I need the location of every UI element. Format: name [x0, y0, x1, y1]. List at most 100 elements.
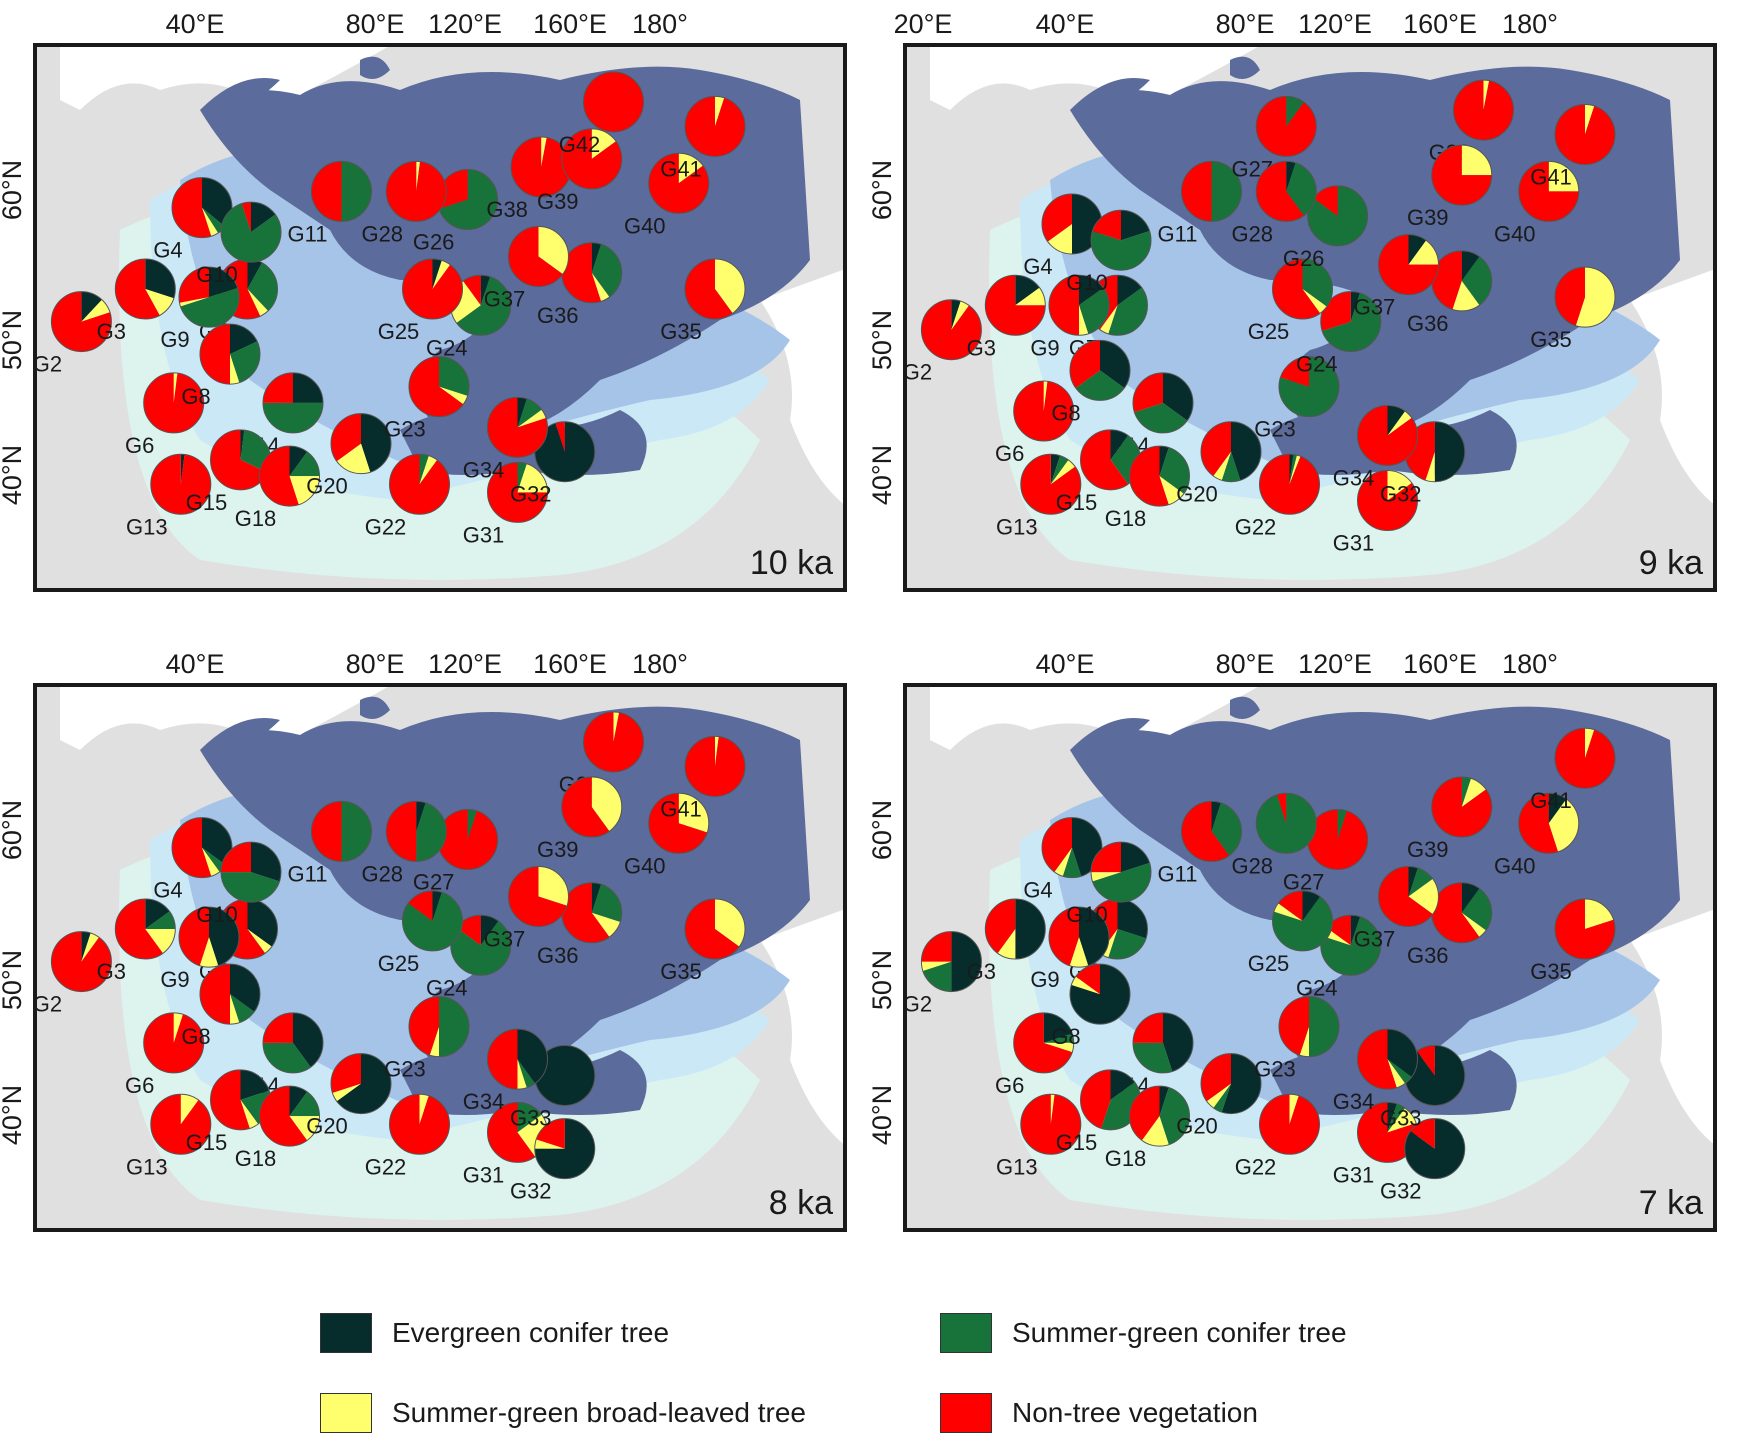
site-pie-g34: [1357, 404, 1418, 466]
pie-slice-nontree: [1357, 405, 1418, 466]
site-pie-g27: [1255, 95, 1317, 157]
pie-slice-broadleaf: [179, 297, 209, 307]
site-label: G37: [1354, 295, 1396, 320]
pie-slice-summergreen: [1272, 896, 1333, 951]
pie-slice-nontree: [408, 890, 433, 921]
site-label: G24: [1296, 352, 1338, 377]
pie-slice-nontree: [1049, 907, 1079, 966]
site-label: G3: [97, 959, 126, 984]
pie-outline: [648, 152, 710, 214]
pie-slice-nontree: [1417, 1045, 1435, 1076]
pie-slice-evergreen: [1461, 882, 1480, 913]
site-label: G26: [1283, 246, 1325, 271]
pie-slice-summergreen: [416, 802, 447, 862]
pie-slice-summergreen: [419, 454, 429, 485]
pie-outline: [1129, 1085, 1190, 1147]
pie-slice-evergreen: [1163, 372, 1193, 421]
pie-slice-broadleaf: [1213, 451, 1231, 481]
pie-outline: [311, 800, 372, 862]
site-pie-g3: [114, 258, 176, 320]
site-pie-g18: [1129, 445, 1190, 507]
pie-slice-evergreen: [1159, 1086, 1169, 1117]
permafrost-zone: [1070, 706, 1680, 1074]
pie-slice-nontree: [1092, 210, 1121, 241]
pie-slice-nontree: [1181, 801, 1230, 862]
pie-slice-broadleaf: [1461, 145, 1492, 176]
pie-slice-nontree: [1020, 454, 1081, 515]
pie-outline: [1132, 1012, 1194, 1074]
site-pie-g22: [389, 453, 450, 515]
pie-slice-broadleaf: [1273, 903, 1303, 921]
pie-slice-nontree: [985, 275, 1046, 336]
site-label: G36: [537, 303, 579, 328]
pie-slice-broadleaf: [1461, 778, 1487, 808]
map-panel-8ka: 40°E 80°E 120°E 160°E 180° 60°N 50°N 40°N G2 G3 G4…: [0, 640, 880, 1290]
pie-outline: [1013, 1012, 1075, 1074]
map-panel-9ka: 20°E 40°E 80°E 120°E 160°E 180° 60°N 50°N 40°N G2…: [867, 0, 1750, 650]
pie-slice-nontree: [409, 996, 439, 1056]
site-label: G11: [1158, 221, 1198, 246]
site-pie-g39: [561, 776, 623, 838]
pacific-sea: [760, 269, 845, 506]
site-label: G41: [1530, 164, 1572, 189]
pie-slice-nontree: [921, 299, 982, 360]
site-label: G8: [1051, 1024, 1080, 1049]
site-pie-g38: [510, 136, 572, 198]
pie-slice-summergreen: [289, 451, 320, 477]
pie-slice-evergreen: [1079, 275, 1104, 306]
site-pie-g36: [561, 242, 623, 304]
site-label: G6: [995, 441, 1024, 466]
site-pie-g2: [920, 299, 982, 361]
site-pie-g2: [50, 931, 112, 993]
pie-slice-broadleaf: [715, 96, 725, 127]
pie-slice-broadleaf: [591, 777, 622, 832]
arctic-sea: [930, 685, 1262, 750]
site-label: G11: [1158, 861, 1198, 886]
site-label: G20: [1176, 1114, 1218, 1139]
age-label: 10 ka: [750, 544, 833, 582]
site-pie-g13: [1020, 453, 1082, 515]
pie-outline: [408, 356, 470, 418]
pie-slice-nontree: [1042, 193, 1072, 242]
site-label: G9: [160, 327, 189, 352]
pie-slice-summergreen: [439, 996, 470, 1057]
site-label: G2: [903, 360, 932, 385]
site-pie-g39: [1431, 144, 1493, 206]
pie-slice-nontree: [263, 372, 293, 403]
site-label: G15: [186, 490, 228, 515]
site-pie-g32: [534, 421, 596, 483]
map-frame: [903, 683, 1717, 1232]
pie-slice-evergreen: [230, 324, 258, 355]
pie-slice-evergreen: [1043, 1012, 1073, 1043]
pie-slice-summergreen: [230, 994, 255, 1023]
pie-outline: [1048, 906, 1110, 968]
pie-slice-evergreen: [1050, 454, 1061, 485]
pie-slice-summergreen: [1108, 287, 1148, 336]
pie-outline: [385, 800, 447, 862]
severnaya-zemlya-island: [360, 56, 390, 79]
legend-item-nontree: Non-tree vegetation: [940, 1393, 1258, 1433]
site-label: G18: [235, 1146, 277, 1171]
site-label: G6: [125, 1073, 154, 1098]
site-pie-g3: [114, 898, 176, 960]
pie-slice-summergreen: [1108, 929, 1147, 960]
pacific-sea: [1630, 909, 1715, 1146]
novaya-zemlya-island: [1070, 718, 1150, 755]
pie-outline: [1453, 79, 1514, 141]
pie-slice-nontree: [263, 1012, 293, 1043]
pie-slice-evergreen: [1548, 793, 1567, 824]
pie-slice-evergreen: [591, 242, 602, 273]
pie-slice-broadleaf: [1099, 305, 1118, 334]
pie-slice-nontree: [241, 202, 251, 233]
pie-slice-nontree: [1013, 381, 1074, 442]
pie-slice-nontree: [1091, 842, 1121, 873]
permafrost-zone: [200, 706, 810, 1074]
pie-slice-broadleaf: [715, 259, 746, 314]
pie-outline: [1431, 144, 1493, 206]
pie-slice-broadleaf: [1461, 912, 1487, 938]
pie-slice-nontree: [1431, 777, 1492, 838]
pie-slice-nontree: [1555, 899, 1615, 960]
pie-slice-evergreen: [1110, 1069, 1135, 1100]
pie-slice-nontree: [561, 882, 610, 943]
pie-slice-evergreen: [240, 429, 245, 460]
